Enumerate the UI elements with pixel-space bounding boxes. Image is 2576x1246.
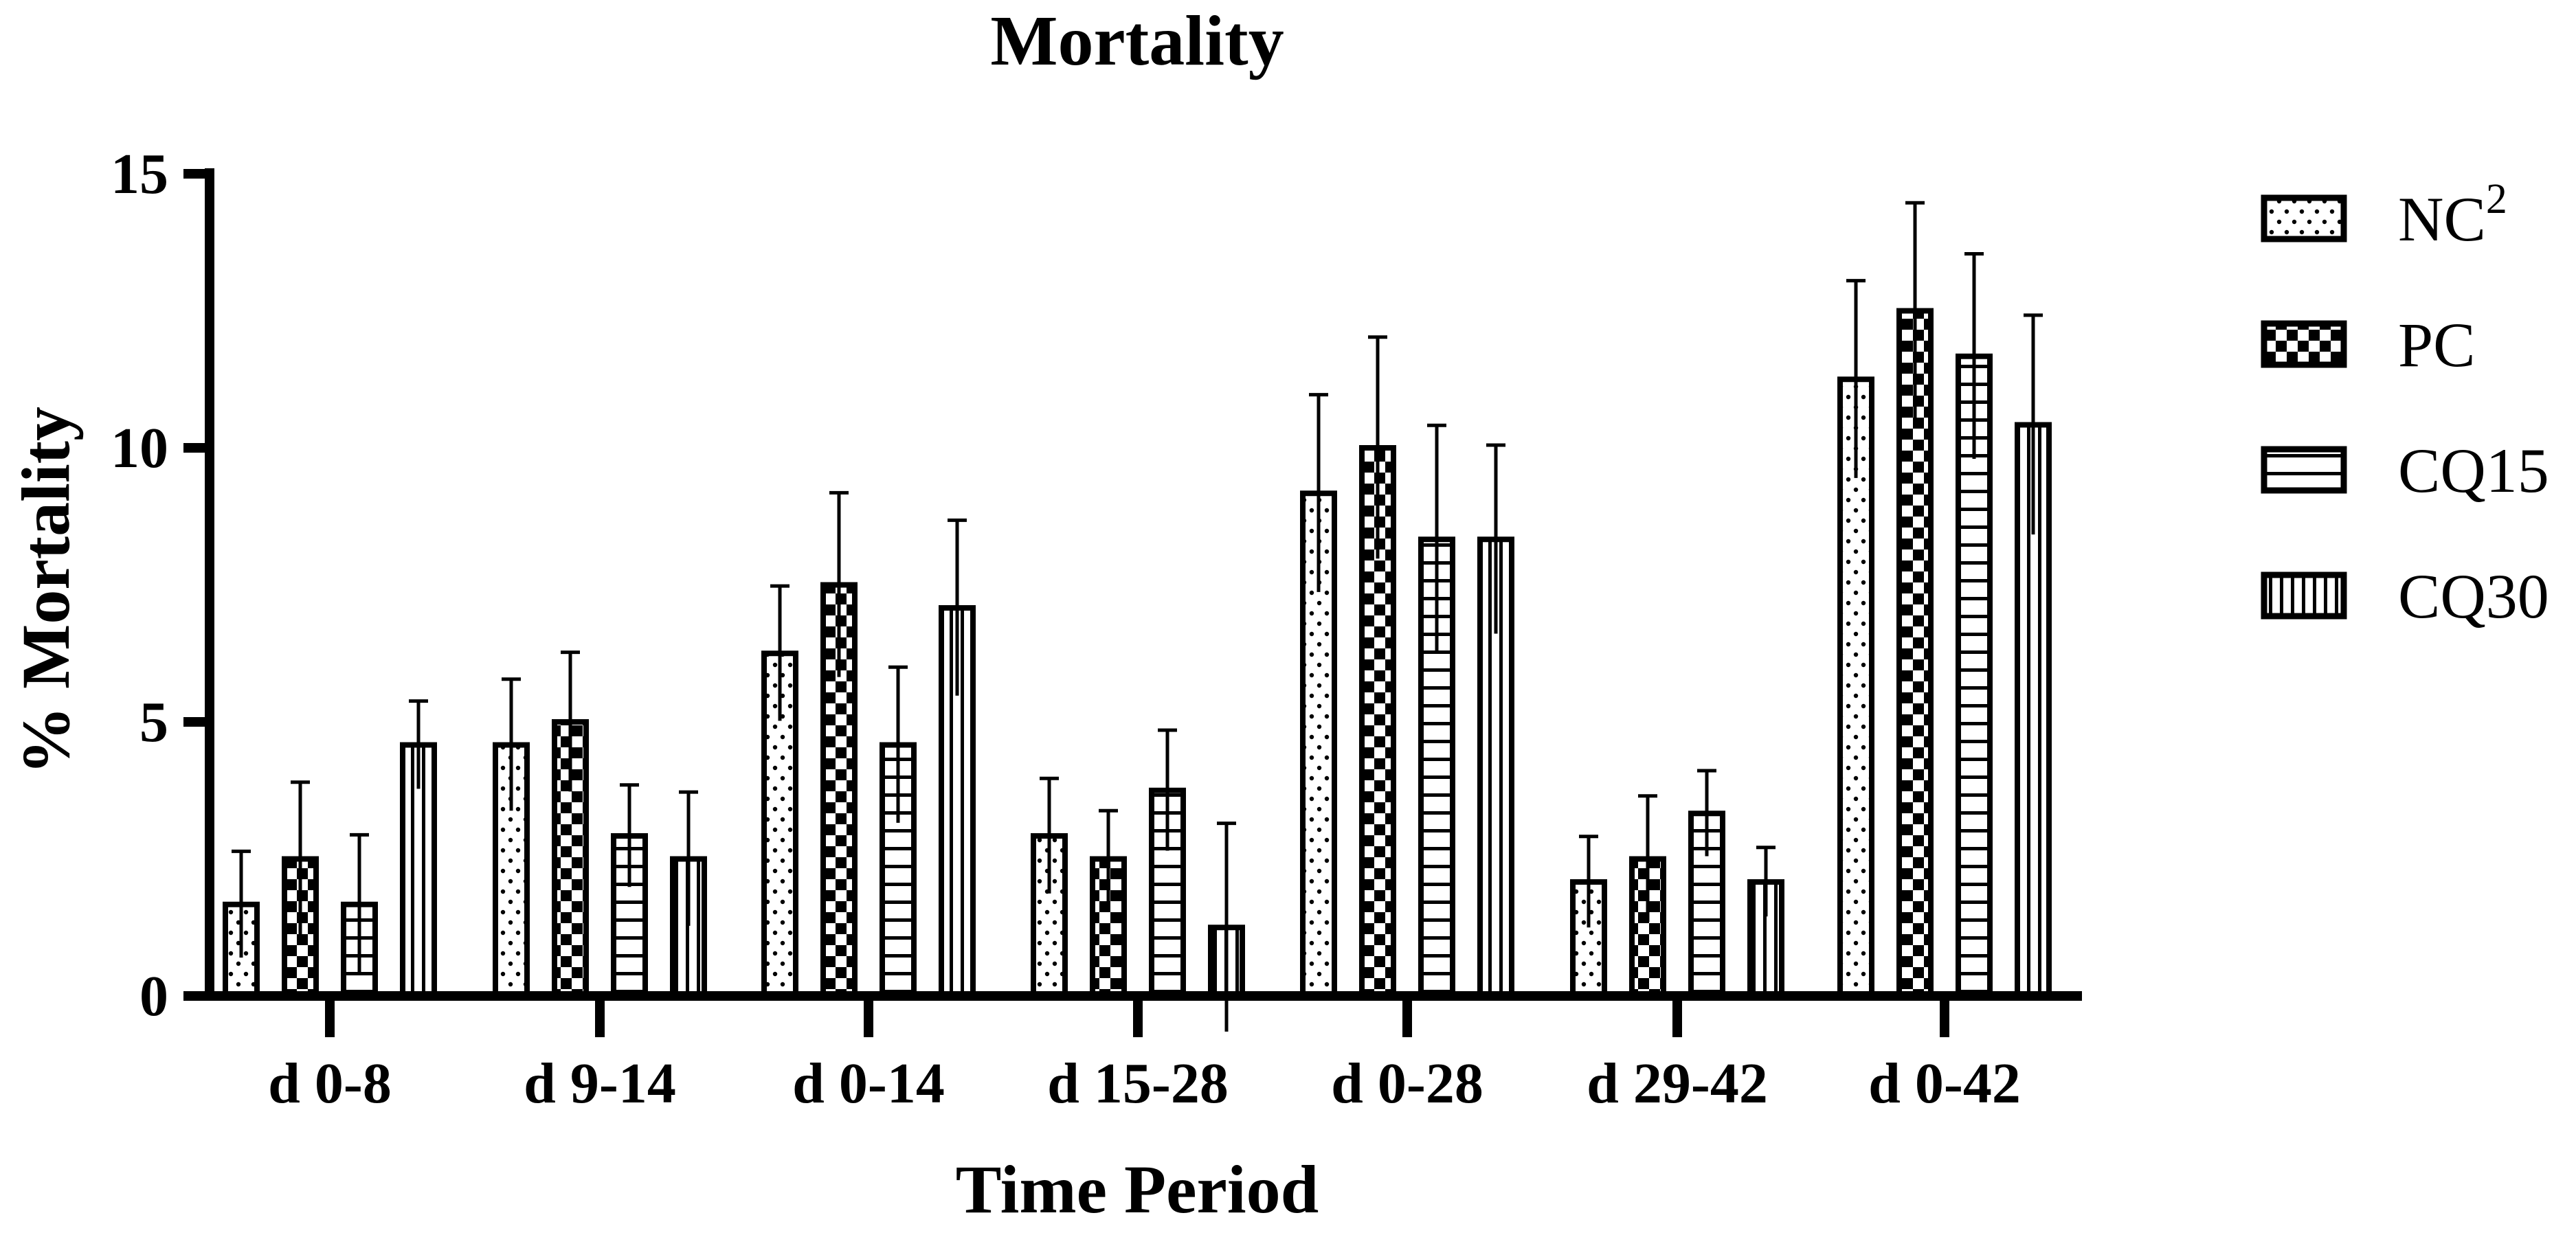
x-tick-label-d9-14: d 9-14 [524, 1052, 676, 1115]
y-tick-label-15: 15 [111, 142, 168, 206]
axes-layer: 0 5 10 15 d 0-8 d 9-14 d 0-14 d 15-28 d 0-28 d 29… [111, 142, 2082, 1115]
bar-nc-d0-42 [1837, 376, 1874, 999]
y-tick-label-0: 0 [139, 964, 168, 1028]
legend-swatch-cq15 [2261, 446, 2347, 494]
legend-label-nc: NC2 [2398, 176, 2507, 254]
legend-label-pc: PC [2398, 310, 2476, 380]
x-tick-label-d0-14: d 0-14 [792, 1052, 945, 1115]
bars-layer [223, 201, 2052, 1032]
legend-label-superscript: 2 [2486, 176, 2507, 223]
chart-title: Mortality [990, 1, 1284, 80]
x-tick-label-d0-42: d 0-42 [1868, 1052, 2021, 1115]
x-axis-title: Time Period [956, 1151, 1319, 1227]
legend-swatch-cq30 [2261, 571, 2347, 620]
y-tick-label-5: 5 [139, 690, 168, 754]
legend-swatch-nc [2261, 194, 2347, 242]
legend-label-cq15: CQ15 [2398, 435, 2549, 506]
bar-cq15-d0-42 [1956, 353, 1993, 999]
y-axis-title: % Mortality [8, 407, 84, 775]
y-tick-label-10: 10 [111, 416, 168, 480]
legend-swatch-pc [2261, 320, 2347, 368]
x-tick-label-d29-42: d 29-42 [1587, 1052, 1768, 1115]
legend-label-cq30: CQ30 [2398, 561, 2549, 631]
x-tick-label-d15-28: d 15-28 [1047, 1052, 1229, 1115]
x-tick-label-d0-8: d 0-8 [268, 1052, 392, 1115]
legend: NC2 PC CQ15 CQ30 [2261, 176, 2549, 631]
x-tick-label-d0-28: d 0-28 [1331, 1052, 1483, 1115]
